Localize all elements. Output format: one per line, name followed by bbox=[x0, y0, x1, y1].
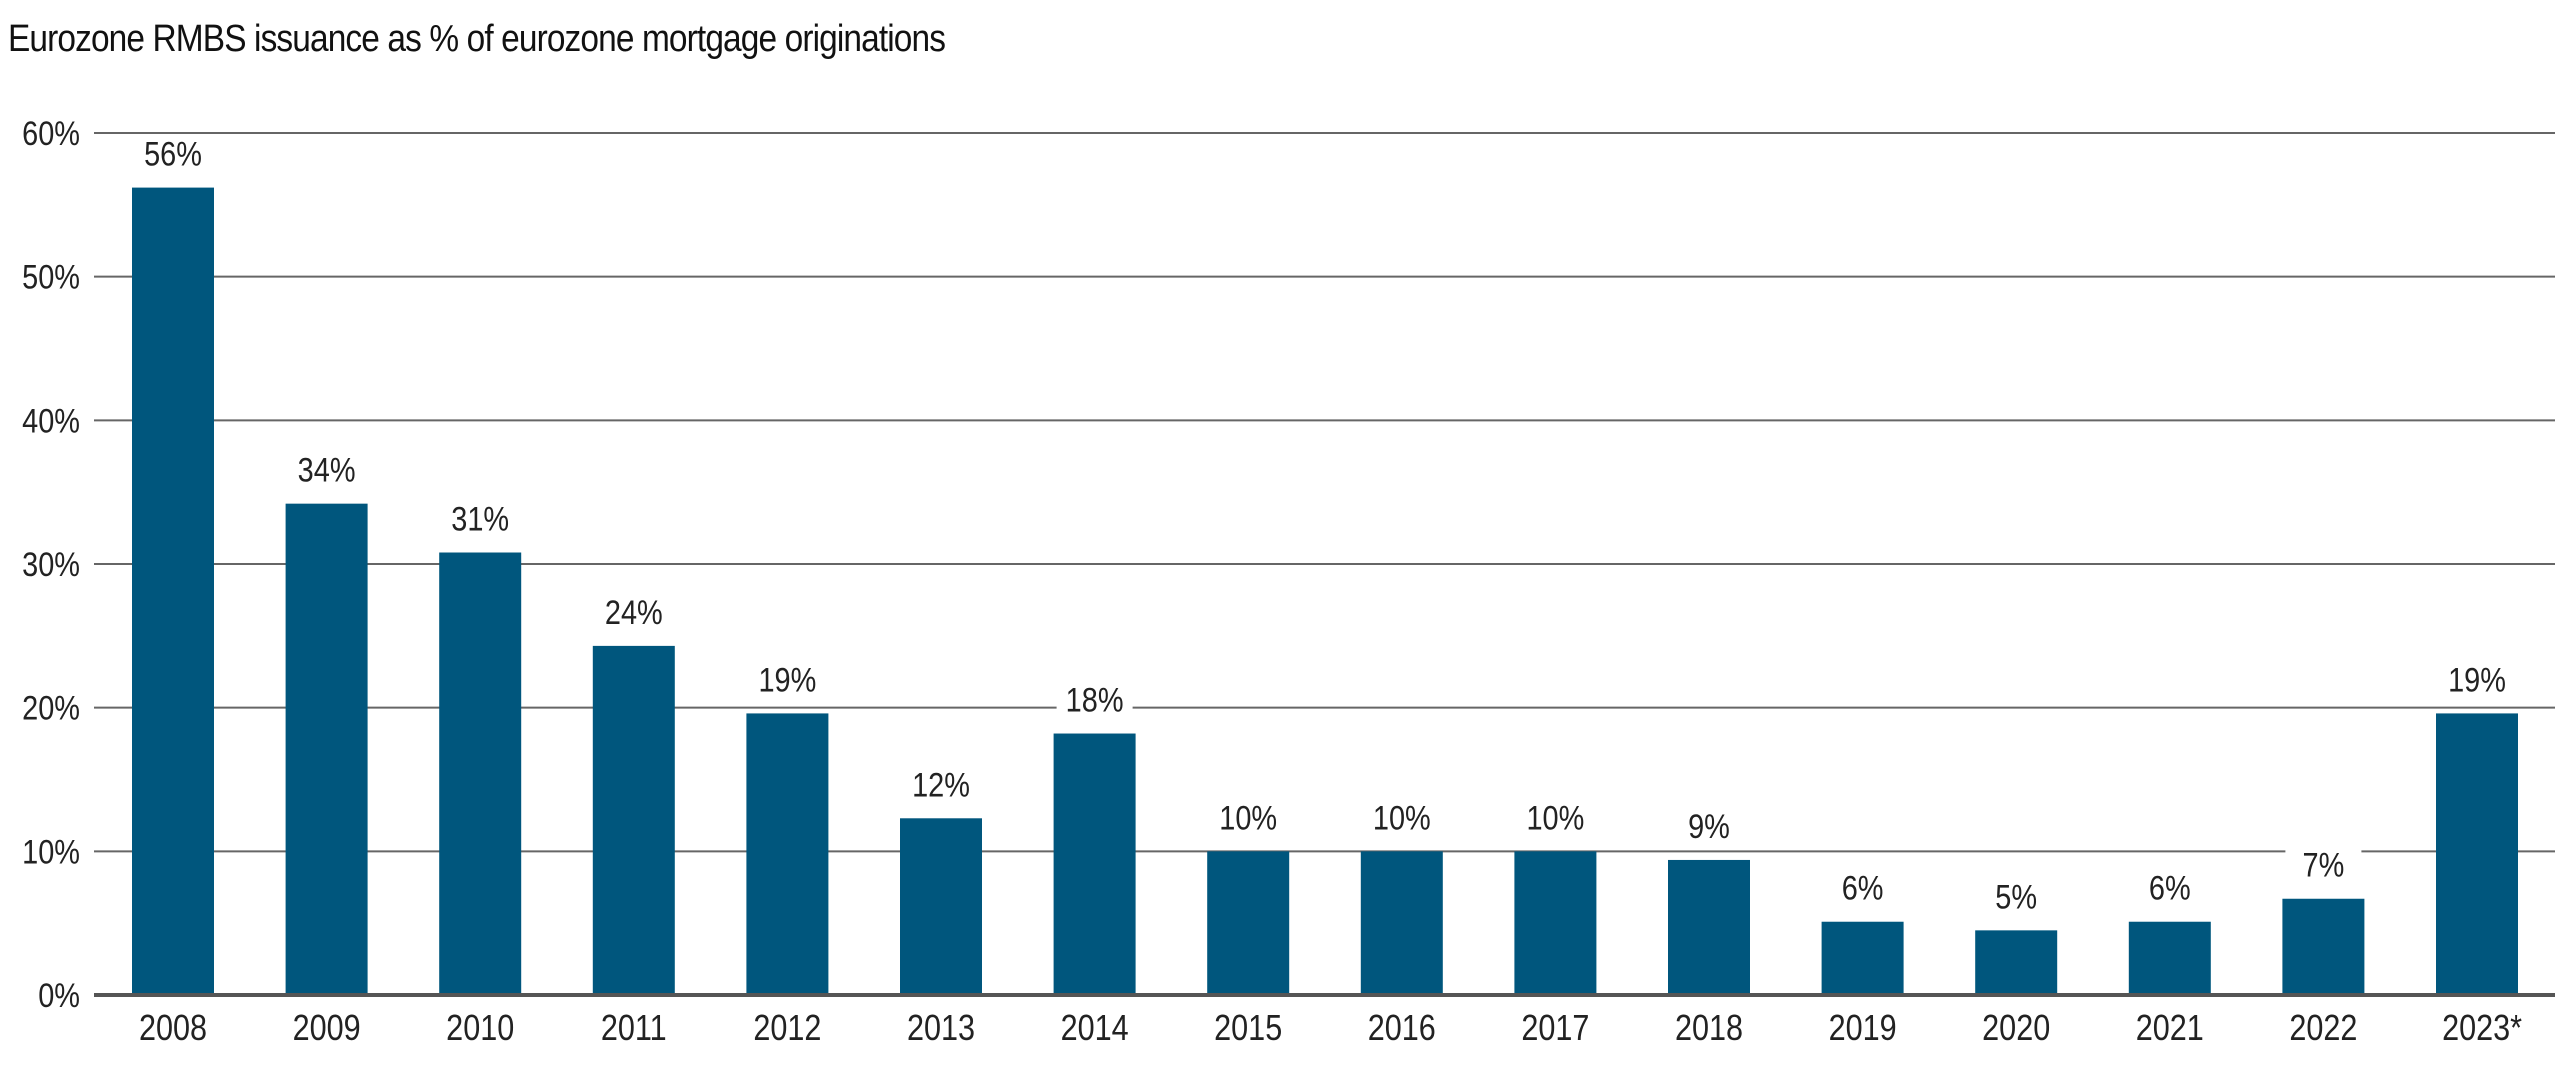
x-tick-label: 2022 bbox=[2289, 1009, 2357, 1049]
data-label-background bbox=[135, 137, 211, 176]
data-label-background bbox=[2285, 848, 2362, 887]
x-tick-label: 2008 bbox=[139, 1009, 207, 1049]
bar-2010 bbox=[439, 552, 522, 995]
x-tick-label: 2016 bbox=[1368, 1009, 1436, 1049]
x-tick-label: 2023* bbox=[2442, 1009, 2522, 1049]
data-label: 18% bbox=[1066, 680, 1124, 719]
data-label-background bbox=[2131, 871, 2208, 910]
x-tick-label: 2017 bbox=[1521, 1009, 1589, 1049]
bar-2019 bbox=[1821, 921, 1904, 995]
data-label-background bbox=[442, 502, 519, 541]
data-label: 34% bbox=[298, 450, 356, 489]
x-tick-label: 2014 bbox=[1061, 1009, 1129, 1049]
data-label-background bbox=[1363, 801, 1440, 840]
data-label: 31% bbox=[451, 499, 509, 538]
data-label-background bbox=[1210, 801, 1287, 840]
bar-2017 bbox=[1514, 851, 1597, 995]
x-tick-label: 2012 bbox=[753, 1009, 821, 1049]
data-label-background bbox=[595, 595, 672, 634]
data-label: 24% bbox=[605, 593, 663, 632]
data-label-background bbox=[1517, 801, 1594, 840]
data-label-background bbox=[1056, 683, 1133, 722]
bar-2008 bbox=[132, 187, 214, 996]
data-label: 10% bbox=[1219, 798, 1277, 837]
y-tick-label: 10% bbox=[22, 832, 80, 871]
bar-2014 bbox=[1053, 733, 1136, 995]
data-label: 6% bbox=[2149, 868, 2191, 907]
bar-2013 bbox=[900, 818, 982, 995]
data-label: 10% bbox=[1373, 798, 1431, 837]
y-tick-label: 40% bbox=[22, 401, 80, 440]
data-label: 19% bbox=[758, 660, 816, 699]
bar-2020 bbox=[1975, 930, 2058, 995]
x-tick-label: 2013 bbox=[907, 1009, 975, 1049]
data-label: 10% bbox=[1526, 798, 1584, 837]
x-tick-label: 2019 bbox=[1829, 1009, 1897, 1049]
data-label-background bbox=[2439, 663, 2515, 702]
bar-2018 bbox=[1668, 859, 1750, 995]
data-label-background bbox=[749, 663, 826, 702]
bar-2016 bbox=[1360, 851, 1443, 995]
x-tick-label: 2010 bbox=[446, 1009, 514, 1049]
bar-2009 bbox=[285, 503, 368, 995]
data-label: 6% bbox=[1842, 868, 1884, 907]
x-tick-label: 2011 bbox=[601, 1009, 667, 1049]
bar-2011 bbox=[592, 645, 675, 995]
data-label-background bbox=[1824, 871, 1901, 910]
x-tick-label: 2018 bbox=[1675, 1009, 1743, 1049]
data-label: 12% bbox=[912, 765, 970, 804]
y-tick-label: 50% bbox=[22, 257, 80, 296]
data-label: 19% bbox=[2448, 660, 2506, 699]
bar-2021 bbox=[2128, 921, 2211, 995]
x-tick-label: 2015 bbox=[1214, 1009, 1282, 1049]
y-tick-label: 30% bbox=[22, 545, 80, 584]
data-label-background bbox=[903, 768, 979, 807]
data-label: 9% bbox=[1688, 807, 1730, 846]
y-tick-label: 20% bbox=[22, 688, 80, 727]
data-label-background bbox=[1978, 880, 2055, 919]
data-label-background bbox=[1671, 809, 1747, 848]
bar-2023* bbox=[2436, 713, 2518, 995]
bar-2022 bbox=[2282, 898, 2365, 995]
x-tick-label: 2021 bbox=[2136, 1009, 2204, 1049]
x-tick-label: 2020 bbox=[1982, 1009, 2050, 1049]
data-label: 56% bbox=[144, 134, 202, 173]
data-label-background bbox=[288, 453, 365, 492]
y-tick-label: 0% bbox=[38, 976, 80, 1015]
data-label: 5% bbox=[1995, 877, 2037, 916]
bar-2012 bbox=[746, 713, 829, 995]
data-label: 7% bbox=[2303, 845, 2345, 884]
chart-title: Eurozone RMBS issuance as % of eurozone … bbox=[8, 18, 946, 60]
bar-2015 bbox=[1207, 851, 1290, 995]
x-tick-label: 2009 bbox=[293, 1009, 361, 1049]
y-tick-label: 60% bbox=[22, 114, 80, 153]
